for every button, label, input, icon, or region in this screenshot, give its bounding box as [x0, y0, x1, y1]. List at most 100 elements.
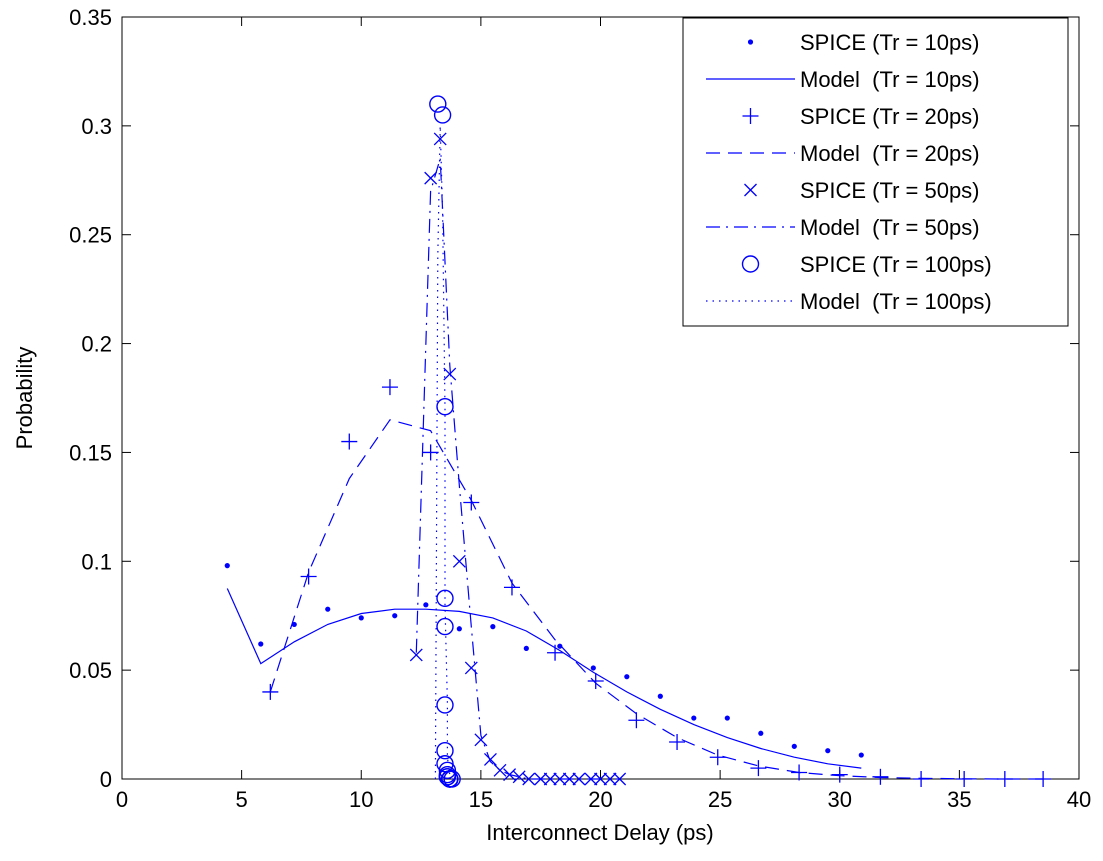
data-point [436, 741, 454, 760]
data-point [358, 615, 364, 621]
x-tick-label: 40 [1067, 787, 1091, 812]
legend-label: SPICE (Tr = 10ps) [800, 30, 980, 55]
data-point [557, 643, 563, 649]
data-point [258, 641, 264, 647]
data-point [325, 606, 331, 612]
data-point [691, 715, 697, 721]
x-tick-label: 30 [828, 787, 852, 812]
legend-label: SPICE (Tr = 20ps) [800, 104, 980, 129]
legend-entry: SPICE (Tr = 10ps) [747, 30, 980, 55]
data-point [590, 665, 596, 671]
data-point [429, 95, 447, 113]
legend-entry: Model (Tr = 100ps) [706, 289, 992, 314]
data-point [913, 771, 930, 787]
data-point [436, 617, 454, 636]
data-point [483, 752, 497, 766]
legend-entry: SPICE (Tr = 20ps) [742, 104, 980, 129]
data-point [443, 367, 457, 381]
y-tick-label: 0.1 [81, 549, 112, 574]
legend-label: SPICE (Tr = 100ps) [800, 252, 992, 277]
x-tick-label: 15 [469, 787, 493, 812]
data-point [657, 693, 663, 699]
data-point [490, 624, 496, 630]
legend-label: SPICE (Tr = 50ps) [800, 178, 980, 203]
legend: SPICE (Tr = 10ps) Model (Tr = 10ps) SPICE … [682, 17, 1069, 327]
legend-entry: Model (Tr = 50ps) [706, 215, 980, 240]
legend-entry: SPICE (Tr = 100ps) [741, 252, 992, 277]
data-point [392, 613, 398, 619]
x-tick-label: 20 [588, 787, 612, 812]
x-axis-label: Interconnect Delay (ps) [486, 820, 713, 845]
legend-marker-sample [742, 108, 759, 124]
data-point [224, 563, 230, 569]
data-point [628, 712, 645, 729]
series-4 [409, 132, 627, 786]
legend-marker-sample [747, 39, 754, 45]
data-point [493, 763, 507, 777]
x-tick-label: 5 [236, 787, 248, 812]
data-point [291, 621, 297, 628]
series-line [434, 125, 453, 780]
data-point [587, 673, 604, 690]
data-point [436, 398, 454, 416]
data-point [423, 602, 429, 608]
y-tick-label: 0.15 [69, 440, 112, 465]
y-ticks: 0 0.05 0.1 0.15 0.2 0.25 0.3 0.35 [69, 5, 1079, 792]
x-ticks: 0 5 10 15 20 25 30 35 40 [116, 17, 1091, 812]
y-tick-label: 0.05 [69, 658, 112, 683]
x-tick-label: 35 [947, 787, 971, 812]
legend-label: Model (Tr = 50ps) [800, 215, 980, 240]
x-tick-label: 10 [349, 787, 373, 812]
y-tick-label: 0.3 [81, 114, 112, 139]
data-point [452, 554, 466, 568]
legend-label: Model (Tr = 100ps) [800, 289, 992, 314]
data-point [436, 696, 454, 714]
data-point [433, 132, 447, 146]
data-point [791, 743, 797, 749]
data-point [424, 171, 438, 185]
legend-label: Model (Tr = 20ps) [800, 141, 980, 166]
data-point [381, 379, 398, 396]
legend-marker-sample [741, 255, 760, 273]
data-point [724, 715, 730, 721]
data-point [433, 106, 452, 124]
data-point [831, 766, 848, 783]
x-tick-label: 0 [116, 787, 128, 812]
y-tick-label: 0.35 [69, 5, 112, 30]
legend-label: Model (Tr = 10ps) [800, 67, 980, 92]
y-tick-label: 0.25 [69, 223, 112, 248]
data-point [523, 645, 529, 651]
series-2 [262, 379, 1052, 787]
data-point [341, 433, 358, 450]
data-point [262, 683, 279, 700]
data-point [456, 626, 462, 632]
data-point [436, 589, 454, 607]
y-tick-label: 0 [100, 767, 112, 792]
data-point [624, 674, 630, 680]
data-point [300, 568, 317, 585]
series-6 [429, 95, 461, 788]
series-1 [226, 588, 862, 769]
data-point [709, 749, 726, 766]
data-point [758, 730, 764, 736]
data-point [669, 733, 686, 750]
y-axis-label: Probability [12, 347, 37, 450]
data-point [463, 494, 480, 511]
data-point [750, 760, 767, 777]
legend-box [682, 17, 1069, 327]
data-point [572, 772, 586, 786]
data-point [522, 772, 536, 786]
data-point [422, 444, 439, 461]
data-point [474, 733, 488, 747]
series-7 [434, 125, 453, 780]
data-point [443, 770, 461, 788]
legend-entry: Model (Tr = 20ps) [706, 141, 980, 166]
legend-entry: Model (Tr = 10ps) [706, 67, 980, 92]
y-tick-label: 0.2 [81, 332, 112, 357]
data-point [409, 648, 423, 662]
data-point [543, 772, 557, 786]
data-point [613, 772, 627, 786]
x-tick-label: 25 [708, 787, 732, 812]
